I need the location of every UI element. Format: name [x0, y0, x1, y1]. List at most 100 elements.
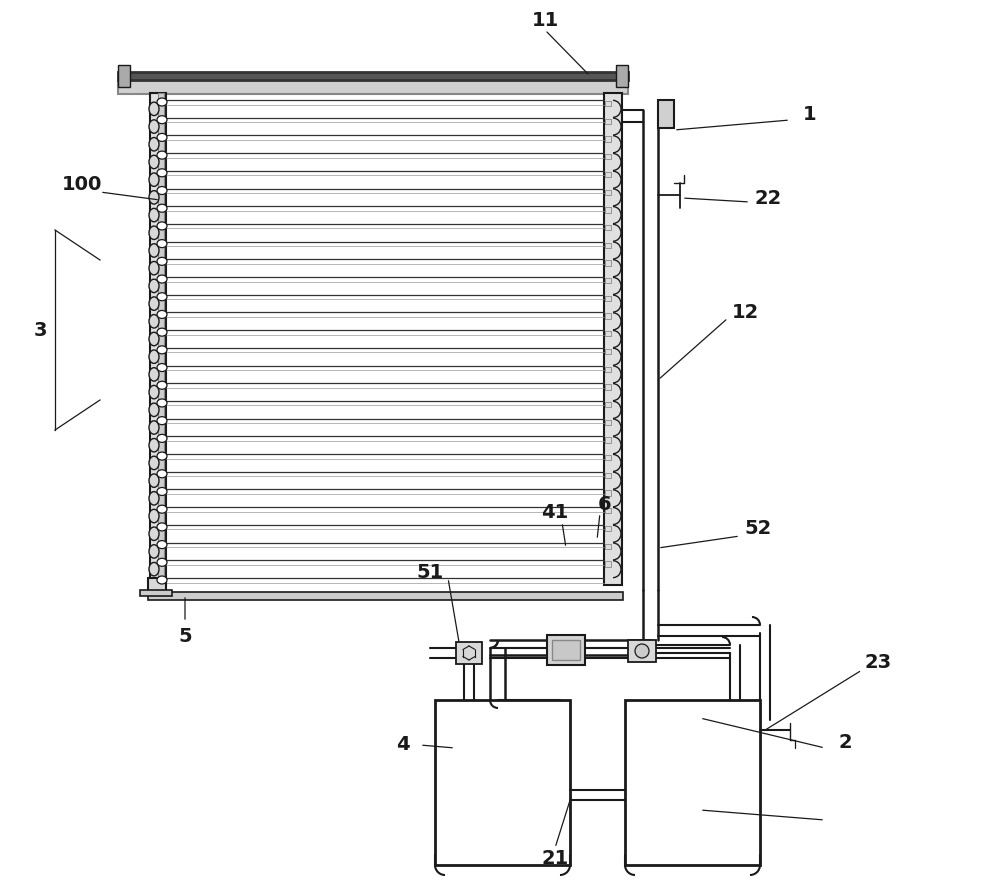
Bar — [616, 65, 628, 87]
Bar — [547, 635, 585, 665]
Ellipse shape — [157, 115, 167, 123]
Ellipse shape — [149, 226, 159, 240]
Bar — [605, 402, 611, 408]
Ellipse shape — [149, 244, 159, 257]
Ellipse shape — [149, 156, 159, 169]
Ellipse shape — [157, 417, 167, 425]
Bar — [118, 72, 628, 80]
Ellipse shape — [149, 492, 159, 505]
Ellipse shape — [157, 133, 167, 141]
Text: 2: 2 — [838, 732, 852, 752]
Ellipse shape — [149, 297, 159, 310]
Ellipse shape — [149, 562, 159, 576]
Ellipse shape — [157, 292, 167, 300]
Ellipse shape — [157, 364, 167, 372]
Ellipse shape — [149, 544, 159, 558]
Bar — [605, 367, 611, 372]
Ellipse shape — [157, 399, 167, 407]
Ellipse shape — [149, 350, 159, 364]
Bar — [158, 93, 164, 585]
Bar — [150, 93, 166, 585]
Bar — [628, 640, 656, 662]
Ellipse shape — [157, 523, 167, 531]
Ellipse shape — [149, 173, 159, 186]
Text: 4: 4 — [396, 736, 410, 755]
Ellipse shape — [149, 138, 159, 151]
Ellipse shape — [149, 421, 159, 434]
Ellipse shape — [157, 469, 167, 477]
Bar — [605, 437, 611, 443]
Bar — [605, 491, 611, 496]
Ellipse shape — [157, 346, 167, 354]
Ellipse shape — [157, 558, 167, 566]
Bar — [148, 592, 623, 600]
Bar — [605, 242, 611, 248]
Text: 22: 22 — [754, 189, 782, 207]
Bar — [605, 349, 611, 354]
Bar — [118, 80, 628, 94]
Ellipse shape — [157, 576, 167, 584]
Ellipse shape — [149, 208, 159, 222]
Bar — [605, 190, 611, 195]
Ellipse shape — [149, 279, 159, 292]
Ellipse shape — [149, 456, 159, 469]
Bar — [605, 296, 611, 301]
Text: 3: 3 — [33, 321, 47, 340]
Ellipse shape — [149, 403, 159, 417]
Bar — [605, 119, 611, 124]
Ellipse shape — [149, 474, 159, 487]
Ellipse shape — [149, 367, 159, 381]
Ellipse shape — [157, 541, 167, 549]
Bar — [605, 455, 611, 460]
Bar — [605, 473, 611, 478]
Text: 1: 1 — [803, 105, 817, 124]
Bar — [658, 100, 674, 128]
Bar — [605, 207, 611, 213]
Ellipse shape — [157, 434, 167, 443]
Bar — [605, 314, 611, 319]
Ellipse shape — [635, 644, 649, 658]
Ellipse shape — [157, 257, 167, 266]
Ellipse shape — [157, 487, 167, 495]
Text: 51: 51 — [416, 562, 444, 581]
Bar — [604, 93, 622, 585]
Ellipse shape — [157, 452, 167, 460]
Ellipse shape — [157, 222, 167, 230]
Bar — [140, 590, 172, 596]
Ellipse shape — [157, 240, 167, 248]
Bar — [605, 137, 611, 142]
Text: 21: 21 — [541, 848, 569, 867]
Text: 12: 12 — [731, 302, 759, 322]
Ellipse shape — [149, 102, 159, 115]
Ellipse shape — [149, 385, 159, 399]
Bar — [605, 526, 611, 531]
Text: 100: 100 — [62, 175, 102, 195]
Text: 5: 5 — [178, 627, 192, 645]
Ellipse shape — [149, 120, 159, 133]
Bar — [435, 700, 570, 865]
Ellipse shape — [149, 510, 159, 523]
Ellipse shape — [149, 261, 159, 275]
Ellipse shape — [157, 187, 167, 195]
Bar — [605, 172, 611, 177]
Ellipse shape — [149, 190, 159, 204]
Ellipse shape — [149, 315, 159, 328]
Ellipse shape — [157, 381, 167, 389]
Ellipse shape — [149, 438, 159, 452]
Ellipse shape — [157, 275, 167, 283]
Bar — [605, 101, 611, 106]
Bar — [605, 225, 611, 231]
Text: 6: 6 — [598, 494, 612, 513]
Text: 52: 52 — [744, 519, 772, 537]
Ellipse shape — [149, 333, 159, 346]
Bar — [605, 419, 611, 425]
Bar — [605, 544, 611, 549]
Ellipse shape — [157, 328, 167, 336]
Bar — [148, 578, 166, 592]
Ellipse shape — [157, 505, 167, 513]
Bar — [625, 700, 760, 865]
Ellipse shape — [157, 169, 167, 177]
Ellipse shape — [149, 527, 159, 541]
Text: 23: 23 — [864, 653, 892, 671]
Ellipse shape — [157, 98, 167, 106]
